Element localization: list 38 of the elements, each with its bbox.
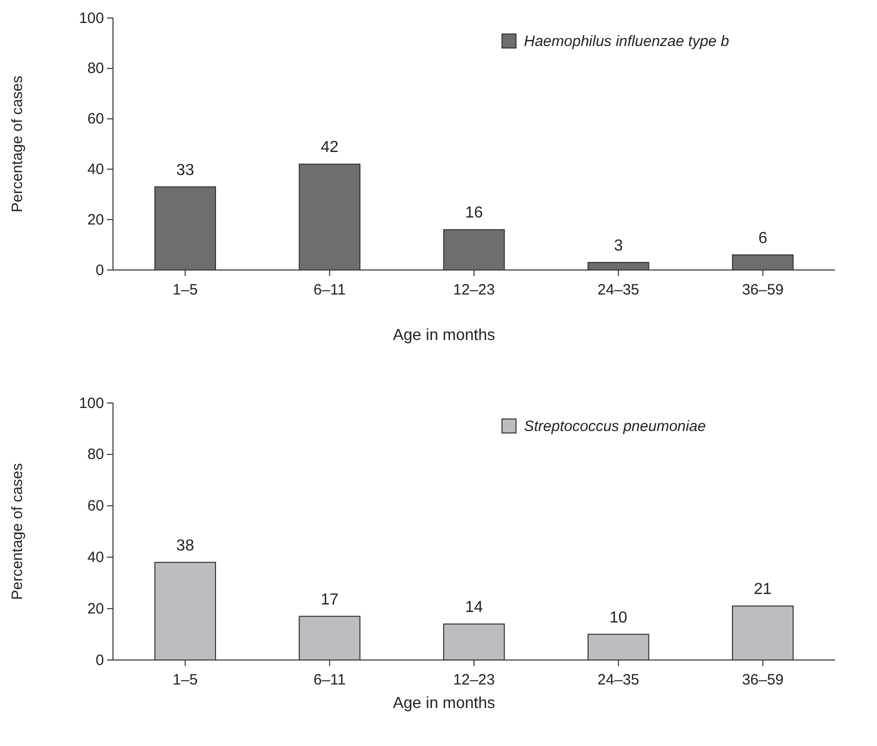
y-tick-label: 20	[87, 600, 104, 618]
data-label: 6	[758, 230, 768, 247]
x-axis-title: Age in months	[392, 695, 496, 712]
x-axis-title: Age in months	[392, 327, 496, 344]
y-tick-label: 20	[87, 211, 104, 228]
data-label: 10	[610, 609, 628, 626]
y-axis-title: Percentage of cases	[9, 76, 26, 212]
y-tick-label: 60	[87, 110, 104, 128]
data-label: 21	[754, 581, 772, 598]
legend-label: Streptococcus pneumoniae	[524, 418, 706, 435]
data-label: 16	[465, 204, 483, 222]
y-tick-label: 40	[87, 161, 104, 178]
y-axis-title: Percentage of cases	[9, 463, 26, 600]
x-tick-label: 6–11	[313, 672, 346, 689]
y-tick-label: 100	[78, 394, 104, 412]
y-tick-label: 0	[96, 262, 104, 279]
data-label: 42	[320, 139, 339, 156]
y-tick-label: 0	[96, 652, 104, 669]
data-label: 14	[465, 599, 483, 616]
x-tick-label: 12–23	[453, 672, 495, 689]
x-tick-label: 1–5	[172, 672, 198, 689]
y-tick-label: 40	[87, 549, 104, 566]
y-tick-label: 60	[87, 498, 104, 515]
x-tick-label: 36–59	[742, 672, 784, 689]
data-label: 3	[614, 237, 623, 254]
x-tick-label: 36–59	[742, 282, 784, 299]
data-label: 17	[320, 591, 339, 608]
y-tick-label: 80	[87, 60, 104, 78]
y-tick-label: 100	[78, 10, 104, 27]
x-tick-label: 24–35	[598, 282, 640, 299]
data-label: 38	[176, 537, 194, 554]
x-tick-label: 6–11	[313, 282, 346, 299]
y-tick-label: 80	[87, 446, 104, 464]
x-tick-label: 24–35	[598, 672, 640, 689]
data-label: 33	[176, 162, 194, 179]
x-tick-label: 1–5	[172, 282, 198, 299]
x-tick-label: 12–23	[453, 282, 495, 299]
legend-label: Haemophilus influenzae type b	[524, 33, 730, 50]
